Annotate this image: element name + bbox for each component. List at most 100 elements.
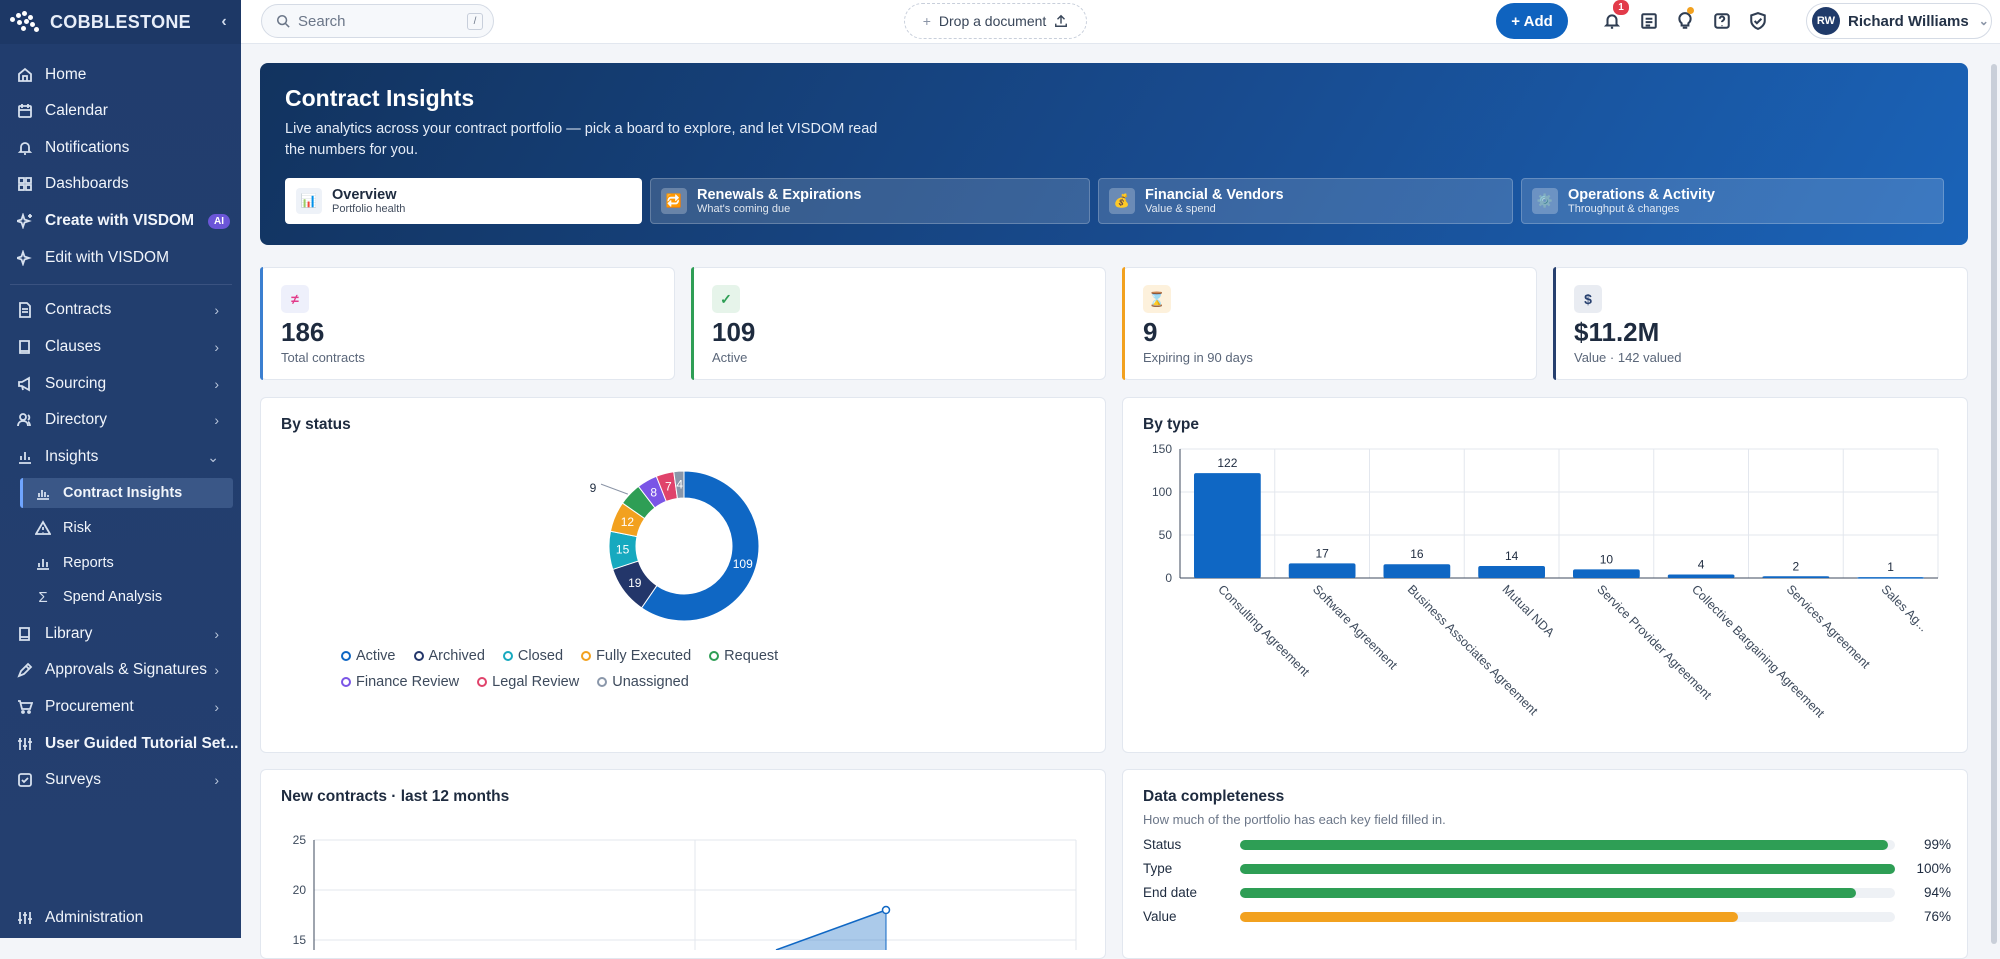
shield-check-icon[interactable]	[1747, 10, 1769, 32]
book-icon	[16, 338, 34, 356]
kpi-label: Value · 142 valued	[1574, 350, 1682, 365]
chevron-right-icon: ›	[214, 376, 219, 392]
sidebar-item-spend-analysis[interactable]: Σ Spend Analysis	[0, 582, 241, 612]
legend-label: Archived	[428, 648, 485, 664]
chart-icon	[16, 448, 34, 466]
legend-label: Active	[356, 648, 396, 664]
sidebar-item-notifications[interactable]: Notifications	[0, 133, 241, 163]
insights-hero: Contract Insights Live analytics across …	[260, 63, 1968, 245]
search-shortcut: /	[467, 13, 483, 30]
kpi-accent-bar	[691, 267, 694, 380]
bar-data-label: 10	[1600, 552, 1614, 566]
x-tick-label: Services Agreement	[1784, 582, 1873, 671]
sidebar-item-label: Surveys	[45, 771, 101, 788]
search-input[interactable]: Search /	[261, 4, 494, 38]
tab-title: Overview	[332, 187, 397, 203]
sidebar-item-label: Approvals & Signatures	[45, 661, 207, 678]
lightbulb-icon[interactable]	[1674, 10, 1696, 32]
sidebar-item-edit-with-visdom[interactable]: Edit with VISDOM	[0, 243, 241, 273]
admin-sliders-icon	[16, 909, 34, 927]
collapse-sidebar-icon[interactable]: ‹	[221, 13, 227, 30]
progress-fill	[1240, 912, 1738, 922]
tab-financial-vendors[interactable]: 💰 Financial & Vendors Value & spend	[1098, 178, 1513, 224]
legend-item[interactable]: Fully Executed	[581, 648, 691, 664]
page-subtitle: Live analytics across your contract port…	[285, 121, 878, 158]
sidebar-item-create-with-visdom[interactable]: Create with VISDOM AI	[0, 206, 241, 236]
kpi-label: Active	[712, 350, 748, 365]
legend-item[interactable]: Active	[341, 648, 396, 664]
tab-renewals-expirations[interactable]: 🔁 Renewals & Expirations What's coming du…	[650, 178, 1090, 224]
sidebar-item-label: Notifications	[45, 139, 130, 156]
percent-label: 76%	[1923, 909, 1951, 924]
sparkle-pen-icon	[16, 249, 34, 267]
help-icon[interactable]	[1711, 10, 1733, 32]
sidebar-item-label: Create with VISDOM	[45, 212, 194, 229]
notifications-bell-icon[interactable]	[1601, 10, 1623, 32]
sidebar-item-insights[interactable]: Insights ⌄	[0, 442, 241, 472]
bar	[1667, 574, 1735, 578]
progress-track	[1240, 864, 1895, 874]
page-scrollbar[interactable]	[1988, 44, 2000, 944]
kpi-total-contracts[interactable]: ≠ 186 Total contracts	[260, 267, 675, 380]
sidebar-item-dashboards[interactable]: Dashboards	[0, 169, 241, 199]
sidebar-item-home[interactable]: Home	[0, 60, 241, 90]
chevron-right-icon: ›	[214, 339, 219, 355]
completeness-row: End date 94%	[1143, 883, 1951, 903]
upload-icon	[1055, 14, 1068, 27]
sidebar-item-contracts[interactable]: Contracts ›	[0, 295, 241, 325]
sidebar-item-procurement[interactable]: Procurement ›	[0, 692, 241, 722]
sidebar-item-label: Contract Insights	[63, 485, 183, 501]
sidebar-item-user-guided-tutorial[interactable]: User Guided Tutorial Set...	[0, 729, 241, 759]
drop-document-button[interactable]: + Drop a document	[904, 3, 1087, 39]
brand-logo[interactable]: COBBLESTONE ‹	[0, 0, 241, 44]
legend-label: Closed	[517, 648, 564, 664]
sigma-icon: Σ	[38, 588, 48, 606]
tab-overview[interactable]: 📊 Overview Portfolio health	[285, 178, 642, 224]
sidebar-item-directory[interactable]: Directory ›	[0, 405, 241, 435]
checkbox-icon	[16, 771, 34, 789]
sidebar-item-clauses[interactable]: Clauses ›	[0, 332, 241, 362]
sidebar-item-approvals-signatures[interactable]: Approvals & Signatures ›	[0, 655, 241, 685]
data-completeness-card: Data completeness How much of the portfo…	[1122, 769, 1968, 959]
notification-count-badge: 1	[1613, 0, 1629, 15]
completeness-row: Status 99%	[1143, 835, 1951, 855]
kpi-expiring[interactable]: ⌛ 9 Expiring in 90 days	[1122, 267, 1537, 380]
pen-icon	[16, 661, 34, 679]
legend-item[interactable]: Request	[709, 648, 778, 664]
ai-badge: AI	[208, 213, 230, 229]
legend-item[interactable]: Closed	[502, 648, 564, 664]
new-contracts-card: New contracts · last 12 months 15 20 25	[260, 769, 1106, 959]
card-description: How much of the portfolio has each key f…	[1143, 812, 1446, 827]
kpi-value-total[interactable]: $ $11.2M Value · 142 valued	[1553, 267, 1968, 380]
legend-item[interactable]: Archived	[413, 648, 485, 664]
user-menu[interactable]: RW Richard Williams ⌄	[1806, 3, 1992, 39]
sidebar-item-administration[interactable]: Administration	[0, 903, 241, 933]
sidebar-item-risk[interactable]: Risk	[0, 513, 241, 543]
legend-item[interactable]: Finance Review	[341, 674, 459, 690]
report-icon	[34, 554, 52, 572]
tab-operations-activity[interactable]: ⚙️ Operations & Activity Throughput & cha…	[1521, 178, 1944, 224]
sidebar-item-library[interactable]: Library ›	[0, 619, 241, 649]
legend-marker	[502, 651, 513, 661]
by-status-card: By status 109 19 15 12 9 8 7 4 Active Archived Cl…	[260, 397, 1106, 753]
sidebar-item-surveys[interactable]: Surveys ›	[0, 765, 241, 795]
scrollbar-thumb[interactable]	[1991, 64, 1997, 944]
add-button[interactable]: + Add	[1496, 3, 1568, 39]
bar-data-label: 4	[1698, 558, 1705, 572]
donut-data-label: 7	[665, 480, 672, 494]
tasks-icon[interactable]	[1638, 10, 1660, 32]
by-type-card: By type 0 50 100 150 122 Consulting Agreement…	[1122, 397, 1968, 753]
x-tick-label: Sales Ag...	[1879, 582, 1931, 634]
chevron-right-icon: ›	[214, 772, 219, 788]
x-tick-label: Mutual NDA	[1500, 582, 1558, 640]
tab-title: Operations & Activity	[1568, 187, 1715, 203]
sidebar-item-contract-insights[interactable]: Contract Insights	[20, 478, 233, 508]
legend-item[interactable]: Legal Review	[477, 674, 579, 690]
kpi-active[interactable]: ✓ 109 Active	[691, 267, 1106, 380]
sidebar-item-calendar[interactable]: Calendar	[0, 96, 241, 126]
legend-item[interactable]: Unassigned	[597, 674, 689, 690]
sidebar-item-reports[interactable]: Reports	[0, 548, 241, 578]
sidebar-item-sourcing[interactable]: Sourcing ›	[0, 369, 241, 399]
home-icon	[16, 66, 34, 84]
sidebar: COBBLESTONE ‹ Home Calendar Notification…	[0, 0, 241, 938]
